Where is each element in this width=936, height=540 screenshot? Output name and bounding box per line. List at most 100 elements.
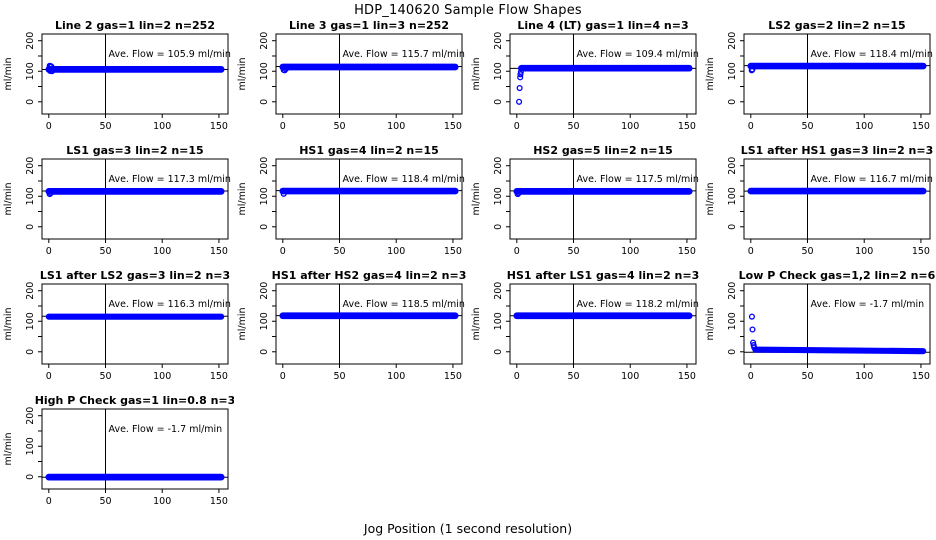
plot-box — [41, 283, 229, 365]
ave-flow-label: Ave. Flow = -1.7 ml/min — [811, 299, 925, 310]
panel-title: High P Check gas=1 lin=0.8 n=3 — [35, 395, 234, 407]
x-tick-label: 100 — [621, 371, 639, 382]
flow-data-point — [749, 66, 756, 73]
panel-title: Line 2 gas=1 lin=2 n=252 — [55, 20, 215, 32]
x-tick-label: 150 — [912, 246, 930, 257]
plot-box — [743, 283, 931, 365]
panel-cell: LS1 gas=3 lin=2 n=15 0 100 200 0 50 100 150 ml/m… — [0, 144, 234, 270]
flow-panel: Line 3 gas=1 lin=3 n=252 0 100 200 0 50 100 150… — [237, 19, 465, 132]
y-tick-label: 200 — [25, 282, 36, 300]
x-tick-label: 0 — [280, 246, 286, 257]
flow-panel: Line 4 (LT) gas=1 lin=4 n=3 0 100 200 0 50 100… — [471, 19, 699, 132]
panel-title: LS1 after LS2 gas=3 lin=2 n=3 — [40, 270, 230, 282]
ave-flow-label: Ave. Flow = 118.4 ml/min — [343, 174, 465, 185]
y-tick-label: 0 — [259, 224, 270, 230]
flow-data-point — [749, 326, 756, 333]
plot-box — [41, 408, 229, 490]
y-axis-title: ml/min — [705, 182, 716, 215]
flow-data-point — [47, 190, 54, 197]
x-tick-label: 50 — [99, 496, 111, 507]
panel-cell: Line 4 (LT) gas=1 lin=4 n=3 0 100 200 0 50 100… — [468, 19, 702, 145]
y-tick-label: 200 — [259, 282, 270, 300]
y-axis-title: ml/min — [3, 307, 14, 340]
panel-cell: LS2 gas=2 lin=2 n=15 0 100 200 0 50 100 150 ml/m… — [702, 19, 936, 145]
ave-flow-label: Ave. Flow = 118.4 ml/min — [811, 49, 933, 60]
y-axis-title: ml/min — [471, 307, 482, 340]
x-tick-label: 50 — [333, 121, 345, 132]
x-tick-label: 150 — [444, 121, 462, 132]
x-tick-label: 150 — [444, 371, 462, 382]
y-tick-label: 200 — [259, 157, 270, 175]
flow-data-point — [517, 74, 524, 81]
x-tick-label: 0 — [46, 496, 52, 507]
x-tick-label: 100 — [153, 496, 171, 507]
x-tick-label: 50 — [801, 121, 813, 132]
y-tick-label: 0 — [25, 224, 36, 230]
ave-flow-label: Ave. Flow = 116.7 ml/min — [811, 174, 933, 185]
plot-box — [743, 33, 931, 115]
flow-panel: High P Check gas=1 lin=0.8 n=3 0 100 200 0 50… — [3, 394, 235, 507]
x-tick-label: 0 — [748, 121, 754, 132]
x-tick-label: 100 — [621, 121, 639, 132]
x-tick-label: 50 — [567, 371, 579, 382]
flow-data-point — [281, 67, 288, 74]
x-tick-label: 50 — [333, 371, 345, 382]
panel-title: HS1 gas=4 lin=2 n=15 — [299, 145, 439, 157]
x-tick-label: 50 — [567, 121, 579, 132]
x-tick-label: 50 — [99, 121, 111, 132]
x-tick-label: 50 — [99, 371, 111, 382]
flow-data-band — [752, 346, 927, 355]
flow-data-point — [517, 68, 524, 75]
y-tick-label: 0 — [25, 349, 36, 355]
ave-flow-label: Ave. Flow = 118.5 ml/min — [343, 299, 465, 310]
x-tick-label: 0 — [748, 246, 754, 257]
ave-flow-label: Ave. Flow = 118.2 ml/min — [577, 299, 699, 310]
flow-panel: Line 2 gas=1 lin=2 n=252 0 100 200 0 50 100 150… — [3, 19, 231, 132]
y-tick-label: 100 — [25, 437, 36, 455]
y-tick-label: 100 — [25, 312, 36, 330]
y-tick-label: 200 — [727, 157, 738, 175]
y-tick-label: 200 — [493, 282, 504, 300]
x-tick-label: 150 — [912, 121, 930, 132]
flow-panel: HS2 gas=5 lin=2 n=15 0 100 200 0 50 100 150 ml/m… — [471, 144, 699, 257]
panel-title: LS1 gas=3 lin=2 n=15 — [66, 145, 203, 157]
y-tick-label: 0 — [493, 224, 504, 230]
panel-cell: HS1 gas=4 lin=2 n=15 0 100 200 0 50 100 150 ml/m… — [234, 144, 468, 270]
flow-panel: LS1 after LS2 gas=3 lin=2 n=3 0 100 200 0 50 1… — [3, 269, 231, 382]
x-tick-label: 100 — [387, 246, 405, 257]
y-axis-title: ml/min — [237, 57, 248, 90]
y-tick-label: 100 — [25, 62, 36, 80]
flow-data-point — [517, 71, 524, 78]
x-tick-label: 50 — [567, 246, 579, 257]
y-tick-label: 100 — [259, 187, 270, 205]
y-tick-label: 100 — [493, 187, 504, 205]
x-tick-label: 100 — [855, 371, 873, 382]
ave-flow-label: Ave. Flow = 117.5 ml/min — [577, 174, 699, 185]
x-tick-label: 50 — [801, 371, 813, 382]
x-tick-label: 100 — [855, 121, 873, 132]
x-tick-label: 150 — [678, 371, 696, 382]
y-tick-label: 0 — [727, 99, 738, 105]
flow-panel: HS1 after LS1 gas=4 lin=2 n=3 0 100 200 0 50 1… — [471, 269, 699, 382]
x-axis-label: Jog Position (1 second resolution) — [363, 521, 573, 536]
ave-flow-label: Ave. Flow = 115.7 ml/min — [343, 49, 465, 60]
y-axis-title: ml/min — [237, 307, 248, 340]
y-tick-label: 0 — [493, 349, 504, 355]
y-tick-label: 0 — [727, 224, 738, 230]
x-tick-label: 0 — [46, 246, 52, 257]
y-tick-label: 200 — [25, 407, 36, 425]
flow-data-point — [516, 98, 523, 105]
y-tick-label: 200 — [259, 32, 270, 50]
x-tick-label: 150 — [210, 496, 228, 507]
y-tick-label: 200 — [25, 157, 36, 175]
x-tick-label: 150 — [444, 246, 462, 257]
flow-panel: LS1 gas=3 lin=2 n=15 0 100 200 0 50 100 150 ml/m… — [3, 144, 231, 257]
plot-box — [743, 158, 931, 240]
ave-flow-label: Ave. Flow = -1.7 ml/min — [109, 424, 223, 435]
y-tick-label: 0 — [25, 99, 36, 105]
flow-data-point — [282, 66, 289, 73]
flow-data-point — [280, 190, 287, 197]
x-tick-label: 0 — [748, 371, 754, 382]
x-tick-label: 0 — [280, 371, 286, 382]
x-tick-label: 150 — [678, 246, 696, 257]
